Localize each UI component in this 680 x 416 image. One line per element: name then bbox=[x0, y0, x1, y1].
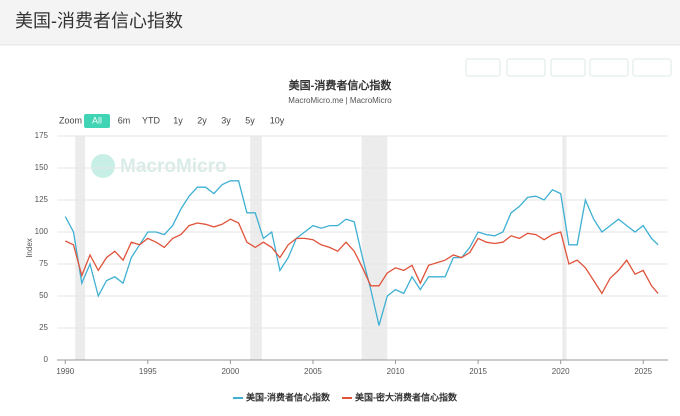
x-tick-label: 2020 bbox=[552, 367, 570, 376]
zoom-button[interactable]: 5y bbox=[245, 115, 255, 125]
toolbar bbox=[465, 58, 672, 77]
y-axis-label: Index bbox=[25, 238, 34, 258]
toolbar-button[interactable] bbox=[465, 58, 501, 77]
zoom-button[interactable]: 1y bbox=[173, 115, 183, 125]
x-tick-label: 1995 bbox=[139, 367, 157, 376]
y-tick-label: 100 bbox=[35, 227, 49, 236]
recession-band bbox=[250, 136, 262, 360]
zoom-button-bg[interactable] bbox=[84, 114, 110, 128]
y-tick-label: 150 bbox=[35, 163, 49, 172]
toolbar-button[interactable] bbox=[589, 58, 629, 77]
chart-title: 美国-消费者信心指数 bbox=[289, 78, 393, 92]
x-tick-label: 2015 bbox=[469, 367, 487, 376]
zoom-label: Zoom bbox=[59, 115, 82, 125]
watermark-logo bbox=[91, 154, 115, 178]
x-tick-label: 2000 bbox=[221, 367, 239, 376]
toolbar-button[interactable] bbox=[632, 58, 672, 77]
y-tick-label: 0 bbox=[44, 355, 49, 364]
page-title: 美国-消费者信心指数 bbox=[15, 11, 183, 31]
y-tick-label: 125 bbox=[35, 195, 49, 204]
zoom-button[interactable]: 2y bbox=[197, 115, 207, 125]
zoom-button[interactable]: 10y bbox=[270, 115, 285, 125]
x-tick-label: 2025 bbox=[634, 367, 652, 376]
y-tick-label: 50 bbox=[39, 291, 48, 300]
zoom-button[interactable]: All bbox=[92, 115, 102, 125]
x-tick-label: 1990 bbox=[56, 367, 74, 376]
chart-subtitle: MacroMicro.me | MacroMicro bbox=[288, 96, 392, 105]
y-tick-label: 175 bbox=[35, 131, 49, 140]
series-line bbox=[64, 180, 659, 326]
toolbar-button[interactable] bbox=[550, 58, 586, 77]
zoom-button[interactable]: 6m bbox=[118, 115, 131, 125]
zoom-button[interactable]: YTD bbox=[142, 115, 161, 125]
toolbar-button[interactable] bbox=[506, 58, 546, 77]
zoom-button[interactable]: 3y bbox=[221, 115, 231, 125]
series-line bbox=[65, 218, 659, 295]
x-tick-label: 2005 bbox=[304, 367, 322, 376]
x-tick-label: 2010 bbox=[387, 367, 405, 376]
header-bar bbox=[0, 0, 680, 45]
legend-label[interactable]: 美国-消费者信心指数 bbox=[246, 391, 331, 402]
recession-band bbox=[75, 136, 86, 360]
recession-band bbox=[361, 136, 388, 360]
watermark: MacroMicro bbox=[120, 156, 227, 177]
y-tick-label: 75 bbox=[39, 259, 48, 268]
y-tick-label: 25 bbox=[39, 323, 48, 332]
legend-label[interactable]: 美国-密大消费者信心指数 bbox=[355, 391, 458, 402]
